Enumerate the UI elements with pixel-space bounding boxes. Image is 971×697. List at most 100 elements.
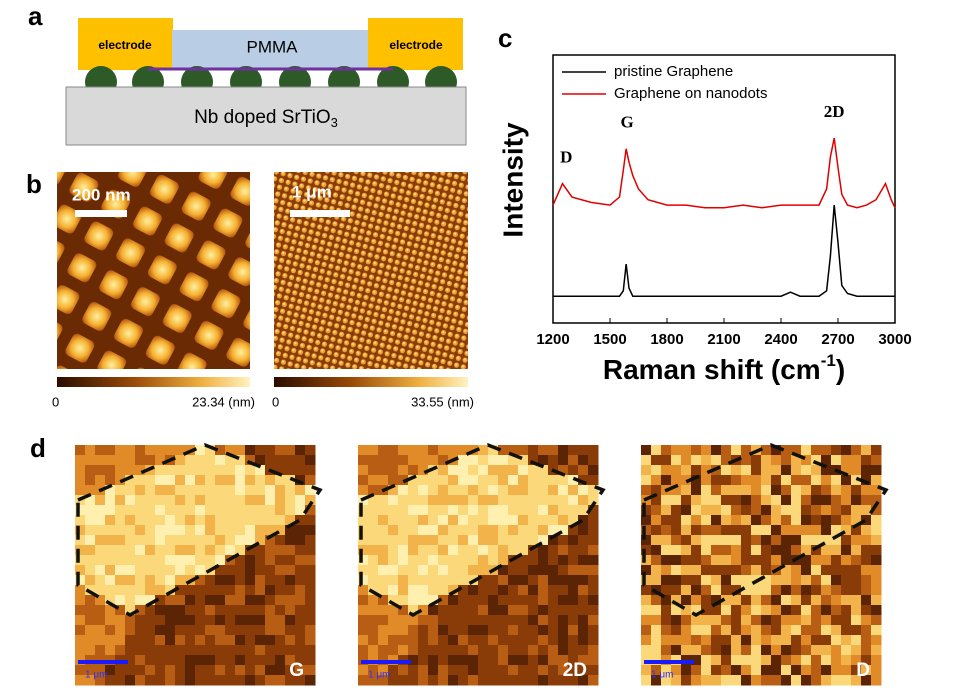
map-pixel	[721, 545, 732, 556]
map-pixel	[125, 535, 136, 546]
map-pixel	[681, 635, 692, 646]
map-pixel	[701, 495, 712, 506]
map-pixel	[135, 665, 146, 676]
map-pixel	[165, 445, 176, 456]
map-pixel	[661, 565, 672, 576]
scale-bar	[78, 660, 128, 664]
map-pixel	[165, 675, 176, 686]
map-pixel	[578, 495, 589, 506]
map-pixel	[85, 465, 96, 476]
map-pixel	[388, 555, 399, 566]
map-pixel	[528, 555, 539, 566]
map-pixel	[115, 505, 126, 516]
map-pixel	[821, 555, 832, 566]
map-pixel	[641, 455, 652, 466]
map-pixel	[771, 445, 782, 456]
map-pixel	[368, 555, 379, 566]
map-pixel	[651, 565, 662, 576]
map-pixel	[275, 545, 286, 556]
map-pixel	[408, 595, 419, 606]
map-pixel	[488, 535, 499, 546]
map-pixel	[305, 675, 316, 686]
map-pixel	[145, 605, 156, 616]
map-pixel	[831, 445, 842, 456]
map-pixel	[568, 515, 579, 526]
map-pixel	[358, 485, 369, 496]
map-pixel	[265, 605, 276, 616]
map-pixel	[851, 665, 862, 676]
map-pixel	[205, 445, 216, 456]
map-pixel	[651, 595, 662, 606]
map-pixel	[305, 525, 316, 536]
map-pixel	[275, 505, 286, 516]
map-pixel	[701, 625, 712, 636]
map-pixel	[691, 525, 702, 536]
map-pixel	[125, 645, 136, 656]
map-pixel	[225, 585, 236, 596]
map-pixel	[135, 625, 146, 636]
map-pixel	[671, 535, 682, 546]
map-pixel	[558, 635, 569, 646]
map-pixel	[691, 565, 702, 576]
map-pixel	[871, 445, 882, 456]
map-pixel	[438, 655, 449, 666]
map-pixel	[781, 585, 792, 596]
scale-bar	[361, 660, 411, 664]
map-pixel	[95, 625, 106, 636]
map-pixel	[275, 555, 286, 566]
map-pixel	[75, 575, 86, 586]
map-pixel	[641, 445, 652, 456]
map-pixel	[478, 665, 489, 676]
map-pixel	[175, 595, 186, 606]
map-pixel	[418, 625, 429, 636]
map-pixel	[528, 625, 539, 636]
map-pixel	[225, 455, 236, 466]
map-pixel	[255, 665, 266, 676]
map-pixel	[305, 625, 316, 636]
map-pixel	[661, 525, 672, 536]
map-pixel	[195, 605, 206, 616]
map-pixel	[641, 565, 652, 576]
map-pixel	[428, 535, 439, 546]
map-pixel	[801, 535, 812, 546]
map-pixel	[448, 665, 459, 676]
map-pixel	[245, 595, 256, 606]
map-pixel	[225, 605, 236, 616]
electrode	[368, 18, 463, 70]
map-pixel	[871, 525, 882, 536]
map-pixel	[528, 635, 539, 646]
map-pixel	[255, 485, 266, 496]
map-pixel	[235, 605, 246, 616]
map-pixel	[651, 515, 662, 526]
map-pixel	[871, 655, 882, 666]
map-pixel	[548, 515, 559, 526]
map-pixel	[771, 635, 782, 646]
map-pixel	[731, 565, 742, 576]
map-pixel	[165, 555, 176, 566]
map-pixel	[498, 455, 509, 466]
map-pixel	[175, 515, 186, 526]
map-pixel	[185, 625, 196, 636]
map-pixel	[538, 545, 549, 556]
map-pixel	[711, 565, 722, 576]
map-pixel	[641, 515, 652, 526]
map-pixel	[741, 495, 752, 506]
map-pixel	[508, 545, 519, 556]
map-pixel	[438, 475, 449, 486]
map-pixel	[105, 675, 116, 686]
map-pixel	[125, 545, 136, 556]
map-pixel	[731, 625, 742, 636]
map-pixel	[558, 575, 569, 586]
map-pixel	[681, 675, 692, 686]
map-pixel	[295, 605, 306, 616]
map-pixel	[801, 475, 812, 486]
map-pixel	[538, 585, 549, 596]
map-pixel	[671, 475, 682, 486]
map-pixel	[388, 525, 399, 536]
map-pixel	[155, 455, 166, 466]
colorbar-label: 23.34 (nm)	[192, 394, 255, 409]
map-pixel	[145, 505, 156, 516]
map-pixel	[661, 575, 672, 586]
map-pixel	[861, 475, 872, 486]
map-pixel	[398, 485, 409, 496]
